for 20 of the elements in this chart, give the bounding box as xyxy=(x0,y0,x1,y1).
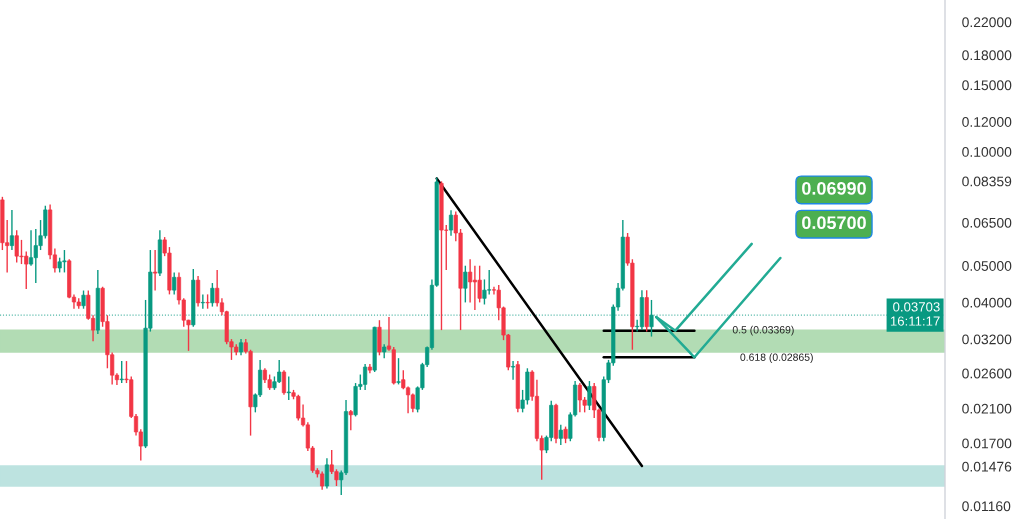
y-tick-label: 0.18000 xyxy=(962,50,1012,61)
y-tick-label: 0.01700 xyxy=(962,438,1012,449)
y-tick-label: 0.02100 xyxy=(962,403,1012,414)
annotation: 0.5 (0.03369) xyxy=(732,325,794,336)
y-tick-label: 0.12000 xyxy=(962,117,1012,127)
annotation: 0.06990 xyxy=(802,182,866,195)
y-tick-label: 0.05000 xyxy=(962,261,1012,271)
y-tick-label: 0.10000 xyxy=(962,147,1012,157)
y-tick-label: 0.03200 xyxy=(962,334,1012,345)
y-tick-label: 0.02600 xyxy=(962,368,1012,379)
ref-line-label: 0.03703 16:11:17 xyxy=(890,302,940,326)
y-tick-label: 0.15000 xyxy=(962,80,1012,91)
annotation: 0.618 (0.02865) xyxy=(740,353,813,363)
y-tick-label: 0.01476 xyxy=(962,461,1012,472)
y-tick-label: 0.08359 xyxy=(962,176,1012,187)
y-tick-label: 0.01160 xyxy=(962,501,1011,512)
annotation: 0.05700 xyxy=(802,216,866,230)
y-tick-label: 0.06500 xyxy=(962,217,1012,228)
y-tick-label: 0.04000 xyxy=(962,297,1012,308)
y-tick-label: 0.22000 xyxy=(962,17,1012,28)
